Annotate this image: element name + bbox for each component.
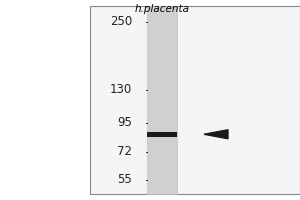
Text: 72: 72 [117, 145, 132, 158]
Text: 95: 95 [117, 116, 132, 129]
Bar [147, 132, 177, 137]
Bar [147, 6, 177, 194]
Bar [90, 6, 300, 194]
Text: h.placenta: h.placenta [134, 4, 190, 14]
Text: 55: 55 [117, 173, 132, 186]
Text: 130: 130 [110, 83, 132, 96]
Polygon shape [204, 130, 228, 139]
Text: 250: 250 [110, 15, 132, 28]
